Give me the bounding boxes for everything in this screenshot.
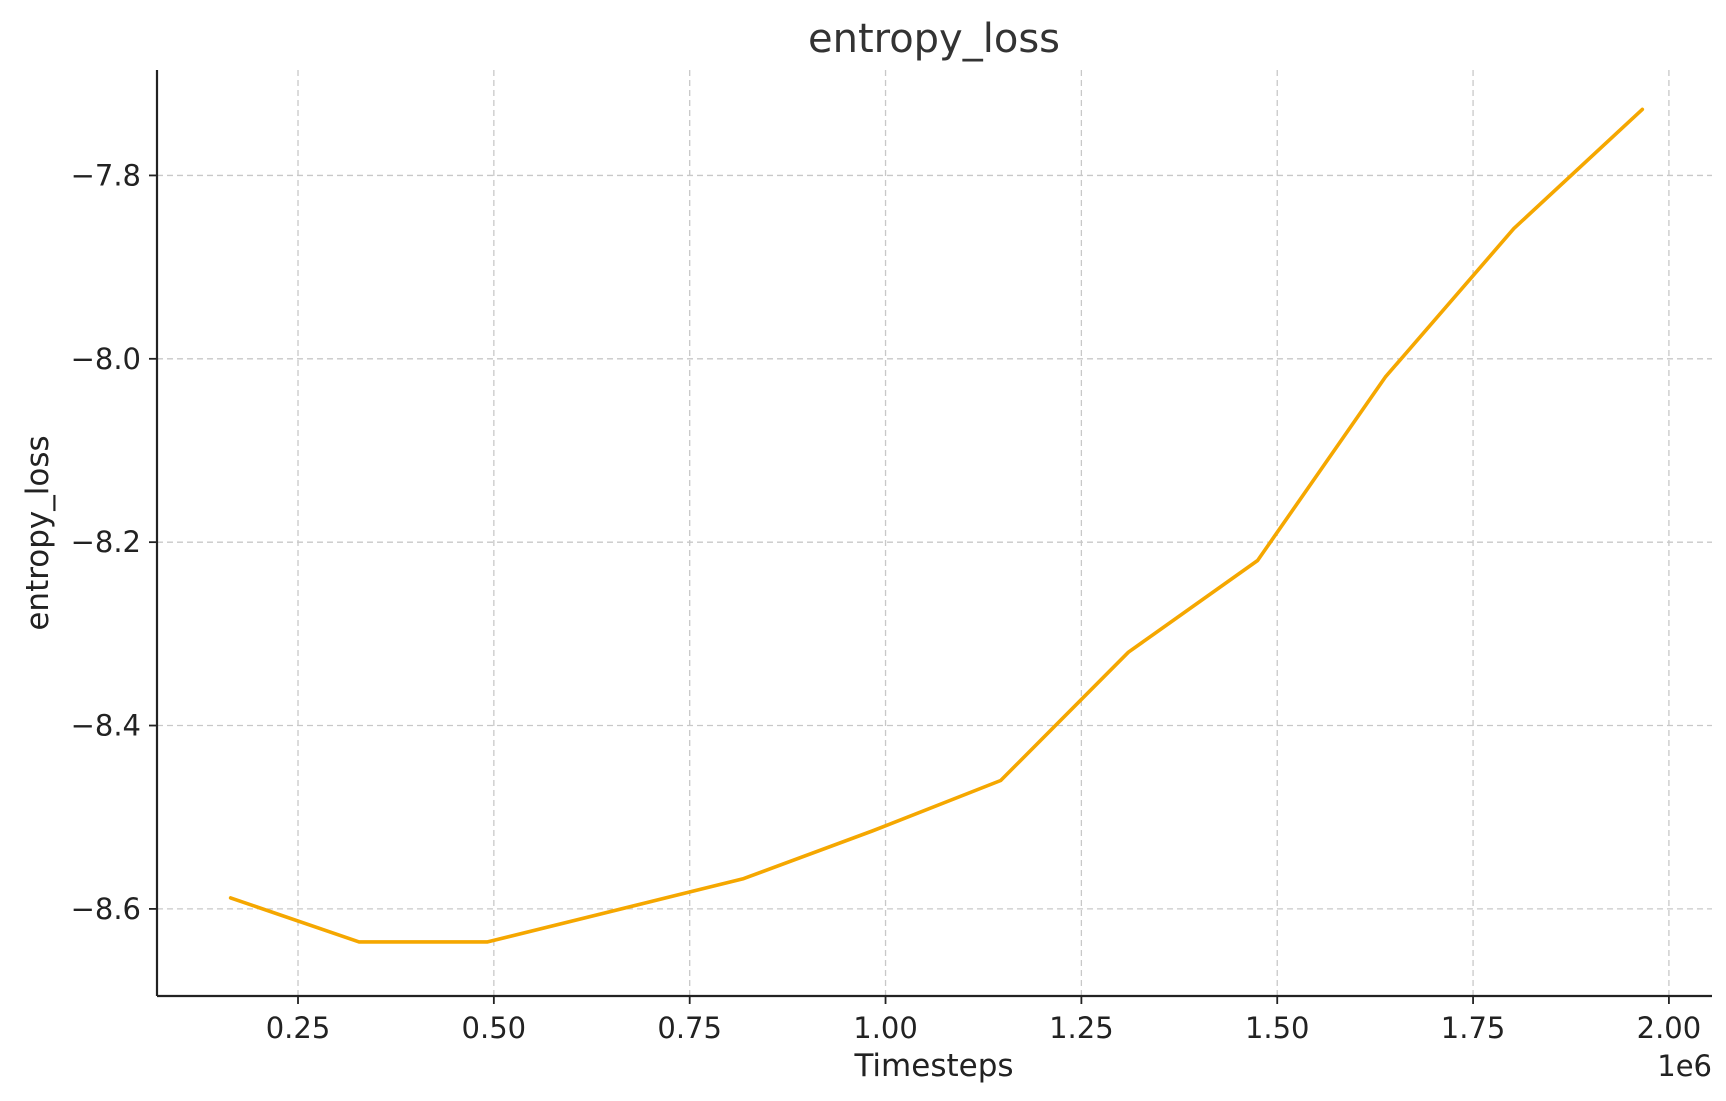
x-tick-label: 1.25 <box>1049 1011 1114 1045</box>
ticks: 0.25 0.50 0.75 1.00 1.25 1.50 1.75 2.00 −8.6 −8.4… <box>71 158 1702 1045</box>
y-tick-label: −8.2 <box>71 525 141 559</box>
axes <box>155 70 1712 998</box>
x-tick-label: 0.25 <box>266 1011 331 1045</box>
x-tick-label: 1.50 <box>1245 1011 1310 1045</box>
x-axis-label: Timesteps <box>853 1048 1013 1084</box>
x-tick-label: 2.00 <box>1637 1011 1702 1045</box>
x-tick-label: 1.00 <box>853 1011 918 1045</box>
y-tick-label: −8.6 <box>71 892 141 926</box>
y-tick-label: −7.8 <box>71 158 141 192</box>
y-tick-label: −8.4 <box>71 709 141 743</box>
chart-title: entropy_loss <box>808 16 1060 62</box>
y-axis-label: entropy_loss <box>20 435 56 630</box>
grid-lines <box>157 70 1712 996</box>
x-tick-label: 1.75 <box>1441 1011 1506 1045</box>
x-offset-label: 1e6 <box>1657 1049 1712 1083</box>
y-tick-label: −8.0 <box>71 342 141 376</box>
series-line <box>228 107 1645 944</box>
x-tick-label: 0.50 <box>462 1011 527 1045</box>
series-layer <box>228 107 1645 944</box>
x-tick-label: 0.75 <box>657 1011 722 1045</box>
